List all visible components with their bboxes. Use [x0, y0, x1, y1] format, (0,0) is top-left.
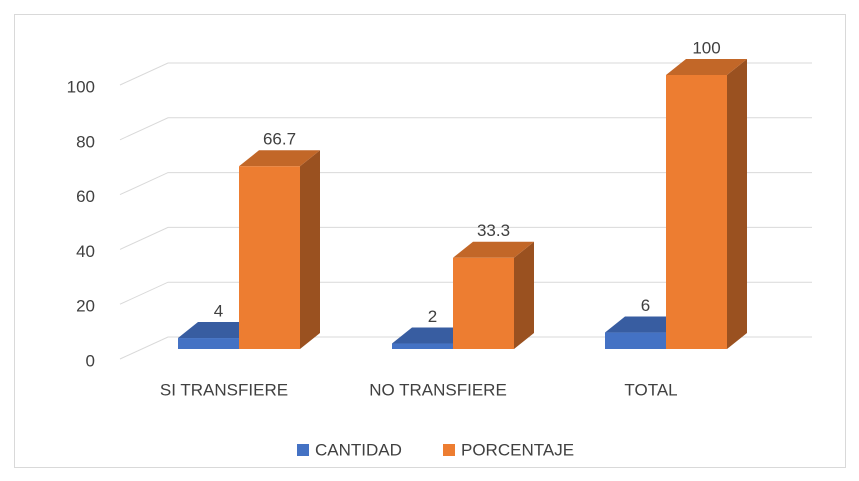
bar-side: [727, 59, 747, 349]
bar-top: [605, 316, 686, 333]
y-tick-label: 20: [76, 297, 95, 316]
bar-top: [178, 322, 259, 339]
y-tick-label: 40: [76, 242, 95, 261]
data-label: 100: [692, 38, 720, 57]
legend-label: PORCENTAJE: [461, 440, 574, 459]
legend-label: CANTIDAD: [315, 440, 402, 459]
data-label: 6: [641, 296, 650, 315]
grid-line: [119, 336, 812, 360]
grid-line: [119, 172, 812, 196]
bar-top: [239, 150, 320, 167]
legend-swatch: [443, 444, 455, 456]
y-tick-label: 60: [76, 187, 95, 206]
bar-side: [300, 150, 320, 349]
bar-side: [514, 241, 534, 349]
grid-line: [119, 281, 812, 305]
bar-top: [392, 327, 473, 344]
y-tick-label: 0: [86, 351, 95, 370]
bar: [239, 166, 300, 349]
bar: [605, 332, 666, 349]
bar-top: [666, 59, 747, 75]
grid-line: [119, 226, 812, 250]
data-label: 33.3: [477, 221, 510, 240]
x-tick-label: TOTAL: [624, 380, 677, 399]
data-label: 2: [428, 307, 437, 326]
grid-line: [119, 117, 812, 141]
bar: [453, 257, 514, 349]
y-tick-label: 100: [67, 77, 95, 96]
bar: [178, 338, 239, 349]
y-tick-label: 80: [76, 132, 95, 151]
data-label: 66.7: [263, 130, 296, 149]
data-label: 4: [214, 302, 223, 321]
bar: [392, 343, 453, 349]
x-tick-label: SI TRANSFIERE: [160, 380, 288, 399]
x-tick-label: NO TRANSFIERE: [369, 380, 507, 399]
bar: [666, 75, 727, 349]
grid-line: [119, 62, 812, 86]
bar-top: [453, 241, 534, 258]
legend-swatch: [297, 444, 309, 456]
